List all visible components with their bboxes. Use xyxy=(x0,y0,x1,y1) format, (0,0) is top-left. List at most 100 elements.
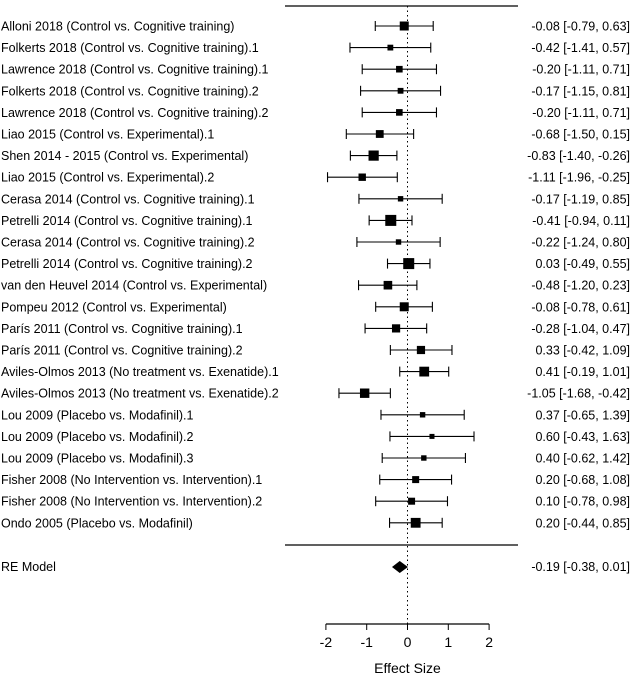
effect-square xyxy=(410,517,421,528)
study-estimate-text: 0.20 [-0.68, 1.08] xyxy=(535,473,630,487)
study-estimate-text: -0.20 [-1.11, 0.71] xyxy=(532,63,630,77)
study-label: Liao 2015 (Control vs. Experimental).2 xyxy=(1,171,214,185)
effect-square xyxy=(403,258,415,270)
effect-square xyxy=(421,455,427,461)
study-label: Lou 2009 (Placebo vs. Modafinil).1 xyxy=(1,408,194,422)
effect-square xyxy=(399,21,409,31)
summary-row: RE Model -0.19 [-0.38, 0.01] xyxy=(1,560,630,574)
study-label: Pompeu 2012 (Control vs. Experimental) xyxy=(1,300,227,314)
effect-square xyxy=(368,150,379,161)
study-label: Folkerts 2018 (Control vs. Cognitive tra… xyxy=(1,41,259,55)
study-label: Lou 2009 (Placebo vs. Modafinil).3 xyxy=(1,452,194,466)
study-label: París 2011 (Control vs. Cognitive traini… xyxy=(1,344,243,358)
effect-square xyxy=(395,239,402,245)
study-estimate-text: -0.28 [-1.04, 0.47] xyxy=(531,322,630,336)
study-row: Ondo 2005 (Placebo vs. Modafinil) 0.20 [-… xyxy=(1,516,630,530)
study-estimate-text: 0.41 [-0.19, 1.01] xyxy=(535,365,630,379)
study-label: Folkerts 2018 (Control vs. Cognitive tra… xyxy=(1,84,259,98)
study-row: Pompeu 2012 (Control vs. Experimental) -0… xyxy=(1,300,630,314)
study-estimate-text: -0.17 [-1.19, 0.85] xyxy=(531,192,630,206)
study-label: Lou 2009 (Placebo vs. Modafinil).2 xyxy=(1,430,194,444)
study-row: Lawrence 2018 (Control vs. Cognitive tra… xyxy=(1,106,630,120)
study-row: Petrelli 2014 (Control vs. Cognitive tra… xyxy=(1,214,630,228)
study-estimate-text: 0.10 [-0.78, 0.98] xyxy=(535,495,630,509)
study-row: van den Heuvel 2014 (Control vs. Experim… xyxy=(1,279,630,293)
study-label: Lawrence 2018 (Control vs. Cognitive tra… xyxy=(1,106,269,120)
study-estimate-text: -0.08 [-0.79, 0.63] xyxy=(531,20,630,34)
study-estimate-text: -0.42 [-1.41, 0.57] xyxy=(531,41,630,55)
summary-estimate-text: -0.19 [-0.38, 0.01] xyxy=(531,560,630,574)
x-tick-label: -1 xyxy=(360,634,373,650)
study-row: Lou 2009 (Placebo vs. Modafinil).1 0.37 [… xyxy=(1,408,630,422)
study-label: Petrelli 2014 (Control vs. Cognitive tra… xyxy=(1,214,253,228)
effect-square xyxy=(416,345,426,355)
study-estimate-text: -0.17 [-1.15, 0.81] xyxy=(531,84,630,98)
study-row: Petrelli 2014 (Control vs. Cognitive tra… xyxy=(1,257,630,271)
study-row: Aviles-Olmos 2013 (No treatment vs. Exen… xyxy=(1,387,630,401)
effect-square xyxy=(412,476,420,484)
study-estimate-text: 0.20 [-0.44, 0.85] xyxy=(535,516,630,530)
study-estimate-text: -0.20 [-1.11, 0.71] xyxy=(532,106,630,120)
effect-square xyxy=(358,173,366,181)
effect-square xyxy=(385,214,397,226)
study-row: París 2011 (Control vs. Cognitive traini… xyxy=(1,322,630,336)
study-label: Liao 2015 (Control vs. Experimental).1 xyxy=(1,128,214,142)
study-estimate-text: 0.33 [-0.42, 1.09] xyxy=(535,344,630,358)
study-label: Ondo 2005 (Placebo vs. Modafinil) xyxy=(1,516,193,530)
study-label: van den Heuvel 2014 (Control vs. Experim… xyxy=(1,279,267,293)
effect-square xyxy=(383,280,393,290)
study-row: Liao 2015 (Control vs. Experimental).2 -1… xyxy=(1,171,630,185)
study-label: Aviles-Olmos 2013 (No treatment vs. Exen… xyxy=(1,365,279,379)
study-row: Lou 2009 (Placebo vs. Modafinil).3 0.40 [… xyxy=(1,452,630,466)
x-tick-label: -2 xyxy=(320,634,333,650)
study-label: Petrelli 2014 (Control vs. Cognitive tra… xyxy=(1,257,253,271)
study-estimate-text: 0.03 [-0.49, 0.55] xyxy=(535,257,630,271)
study-label: Aviles-Olmos 2013 (No treatment vs. Exen… xyxy=(1,387,279,401)
study-label: Lawrence 2018 (Control vs. Cognitive tra… xyxy=(1,63,269,77)
effect-square xyxy=(359,388,370,398)
study-row: Liao 2015 (Control vs. Experimental).1 -0… xyxy=(1,128,630,142)
study-row: Folkerts 2018 (Control vs. Cognitive tra… xyxy=(1,41,630,55)
study-label: París 2011 (Control vs. Cognitive traini… xyxy=(1,322,243,336)
study-estimate-text: 0.60 [-0.43, 1.63] xyxy=(535,430,630,444)
study-row: Folkerts 2018 (Control vs. Cognitive tra… xyxy=(1,84,630,98)
study-estimate-text: -0.41 [-0.94, 0.11] xyxy=(532,214,630,228)
effect-square xyxy=(419,366,430,377)
effect-square xyxy=(375,130,384,138)
x-axis: Effect Size -2 -1 0 1 2 xyxy=(320,623,493,676)
study-estimate-text: 0.40 [-0.62, 1.42] xyxy=(535,452,630,466)
effect-square xyxy=(396,65,403,73)
effect-square xyxy=(399,302,409,312)
x-tick-label: 1 xyxy=(444,634,452,650)
effect-square xyxy=(391,324,401,333)
x-tick-label: 2 xyxy=(485,634,493,650)
study-estimate-text: -1.05 [-1.68, -0.42] xyxy=(527,387,630,401)
study-row: Alloni 2018 (Control vs. Cognitive train… xyxy=(1,20,630,34)
effect-square xyxy=(397,196,404,202)
study-rows: Alloni 2018 (Control vs. Cognitive train… xyxy=(1,20,630,531)
study-label: Fisher 2008 (No Intervention vs. Interve… xyxy=(1,495,262,509)
study-estimate-text: -0.68 [-1.50, 0.15] xyxy=(531,128,630,142)
study-estimate-text: -0.22 [-1.24, 0.80] xyxy=(531,236,630,250)
study-row: Lawrence 2018 (Control vs. Cognitive tra… xyxy=(1,63,630,77)
study-row: Fisher 2008 (No Intervention vs. Interve… xyxy=(1,495,630,509)
summary-label: RE Model xyxy=(1,560,56,574)
effect-square xyxy=(387,44,394,51)
study-row: Fisher 2008 (No Intervention vs. Interve… xyxy=(1,473,630,487)
study-row: Cerasa 2014 (Control vs. Cognitive train… xyxy=(1,192,630,206)
study-row: París 2011 (Control vs. Cognitive traini… xyxy=(1,344,630,358)
study-label: Shen 2014 - 2015 (Control vs. Experiment… xyxy=(1,149,248,163)
study-estimate-text: -0.08 [-0.78, 0.61] xyxy=(531,300,630,314)
study-label: Fisher 2008 (No Intervention vs. Interve… xyxy=(1,473,262,487)
x-tick-label: 0 xyxy=(404,634,412,650)
summary-diamond xyxy=(391,561,408,573)
study-row: Lou 2009 (Placebo vs. Modafinil).2 0.60 [… xyxy=(1,430,630,444)
study-estimate-text: 0.37 [-0.65, 1.39] xyxy=(535,408,630,422)
study-label: Cerasa 2014 (Control vs. Cognitive train… xyxy=(1,236,255,250)
study-estimate-text: -0.48 [-1.20, 0.23] xyxy=(531,279,630,293)
effect-square xyxy=(397,87,404,94)
effect-square xyxy=(408,497,416,505)
effect-square xyxy=(396,109,403,116)
study-label: Cerasa 2014 (Control vs. Cognitive train… xyxy=(1,192,255,206)
